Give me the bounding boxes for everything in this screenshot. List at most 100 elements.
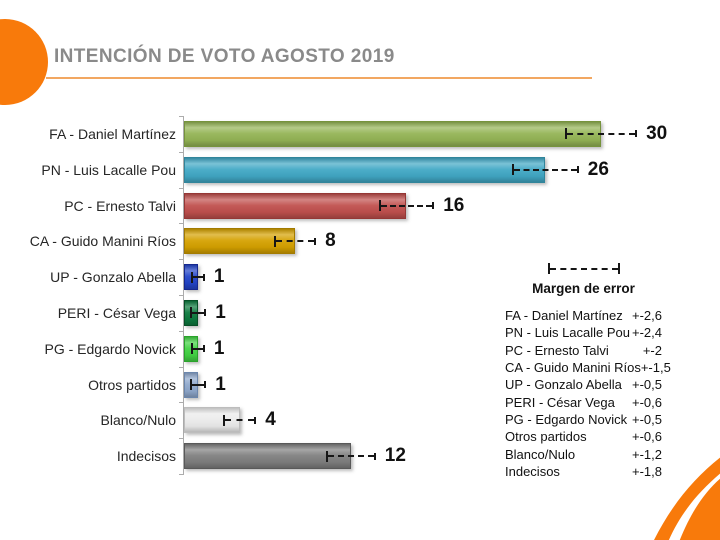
- bar-chart: 30 26 16 8 1 1 1 1 4 12: [179, 116, 720, 476]
- error-cap-left: [378, 200, 381, 211]
- error-dash-line: [193, 347, 203, 350]
- legend-item: PERI - César Vega +-0,6: [505, 393, 662, 410]
- category-label: Indecisos: [116, 448, 176, 465]
- error-dash-line: [191, 311, 205, 314]
- chart-bar: [184, 120, 601, 147]
- value-label: 12: [384, 445, 406, 467]
- legend-item-label: PC - Ernesto Talvi: [505, 342, 609, 358]
- value-label: 1: [215, 301, 226, 323]
- value-label: 1: [213, 337, 225, 359]
- legend-item-value: +-1,5: [640, 360, 671, 376]
- category-label: PERI - César Vega: [57, 304, 176, 321]
- legend-title: Margen de error: [532, 281, 635, 296]
- error-dash-line: [549, 267, 618, 270]
- axis-tick: [179, 474, 183, 475]
- error-cap-left: [189, 379, 192, 390]
- legend-item-value: +-1,8: [632, 463, 662, 479]
- legend-item: PN - Luis Lacalle Pou +-2,4: [505, 324, 662, 341]
- legend-item-value: +-2,4: [632, 325, 662, 341]
- chart-y-axis: [183, 116, 184, 475]
- error-cap-right: [313, 237, 316, 245]
- axis-tick: [179, 116, 183, 117]
- category-label: CA - Guido Manini Ríos: [29, 233, 176, 250]
- legend-item: UP - Gonzalo Abella +-0,5: [505, 376, 662, 393]
- axis-tick: [179, 223, 183, 225]
- axis-tick: [179, 438, 183, 440]
- error-bar: [378, 200, 435, 211]
- legend-item-value: +-0,6: [632, 394, 662, 410]
- error-dash-line: [276, 240, 314, 243]
- legend-item-label: PERI - César Vega: [505, 394, 615, 410]
- error-cap-left: [191, 343, 193, 355]
- error-dash-line: [193, 276, 203, 279]
- legend-item-label: CA - Guido Manini Ríos: [505, 360, 641, 376]
- error-cap-right: [617, 263, 620, 274]
- legend-item: Indecisos +-1,8: [505, 463, 662, 480]
- legend-item-label: FA - Daniel Martínez: [505, 308, 623, 324]
- value-label: 30: [646, 122, 668, 144]
- value-label: 26: [587, 158, 609, 180]
- error-cap-left: [564, 128, 567, 140]
- error-cap-left: [325, 450, 328, 462]
- error-bar: [512, 164, 579, 176]
- chart-bar: [184, 443, 351, 470]
- error-bar: [189, 307, 207, 319]
- chart-bar: [184, 264, 198, 291]
- legend-item-value: +-0,5: [632, 377, 662, 393]
- error-cap-right: [204, 381, 207, 388]
- axis-tick: [179, 259, 183, 261]
- error-cap-right: [204, 309, 207, 317]
- legend-item-label: Indecisos: [505, 463, 560, 479]
- error-cap-right: [373, 452, 376, 460]
- error-cap-right: [202, 273, 205, 281]
- error-cap-left: [222, 414, 225, 426]
- error-dash-line: [327, 455, 374, 458]
- error-cap-left: [274, 235, 277, 247]
- legend-item-value: +-0,5: [632, 411, 662, 427]
- error-bar: [191, 271, 205, 283]
- legend-item-value: +-0,6: [632, 429, 662, 445]
- chart-bar: [184, 156, 546, 183]
- error-bar: [189, 379, 207, 390]
- error-cap-left: [189, 307, 192, 319]
- category-label: PN - Luis Lacalle Pou: [41, 161, 176, 178]
- value-label: 16: [443, 194, 465, 216]
- chart-bar: [184, 192, 407, 219]
- value-label: 8: [325, 230, 336, 252]
- value-label: 4: [265, 409, 276, 431]
- axis-tick: [179, 366, 183, 368]
- legend-rows: FA - Daniel Martínez +-2,6 PN - Luis Lacal…: [505, 307, 671, 480]
- error-cap-left: [547, 263, 550, 274]
- legend-item: Otros partidos +-0,6: [505, 428, 662, 445]
- error-bar: [274, 235, 316, 247]
- error-cap-right: [432, 202, 435, 209]
- error-dash-line: [566, 132, 636, 135]
- legend-item-label: Otros partidos: [505, 429, 587, 445]
- error-cap-right: [254, 416, 257, 424]
- category-label: PG - Edgardo Novick: [44, 340, 177, 357]
- chart-bar: [184, 335, 198, 362]
- error-dash-line: [380, 204, 433, 207]
- category-label: PC - Ernesto Talvi: [64, 197, 176, 214]
- category-label: Otros partidos: [88, 376, 176, 393]
- error-bar: [564, 128, 638, 140]
- axis-tick: [179, 187, 183, 189]
- error-cap-right: [202, 345, 205, 353]
- axis-tick: [179, 151, 183, 153]
- legend-item: PG - Edgardo Novick +-0,5: [505, 411, 662, 428]
- error-dash-line: [191, 383, 205, 386]
- error-cap-left: [512, 164, 514, 176]
- legend-item-label: UP - Gonzalo Abella: [505, 377, 622, 393]
- legend-item-value: +-2,6: [632, 308, 662, 324]
- legend-item-label: Blanco/Nulo: [505, 446, 576, 462]
- category-label: Blanco/Nulo: [100, 412, 177, 429]
- error-cap-left: [191, 271, 193, 283]
- category-label: UP - Gonzalo Abella: [50, 269, 176, 286]
- legend-item-label: PG - Edgardo Novick: [505, 411, 628, 427]
- error-bar: [222, 414, 257, 426]
- axis-tick: [179, 330, 183, 332]
- legend-item: FA - Daniel Martínez +-2,6: [505, 307, 662, 324]
- error-bar: [325, 450, 376, 462]
- page-title: INTENCIÓN DE VOTO AGOSTO 2019: [54, 46, 395, 67]
